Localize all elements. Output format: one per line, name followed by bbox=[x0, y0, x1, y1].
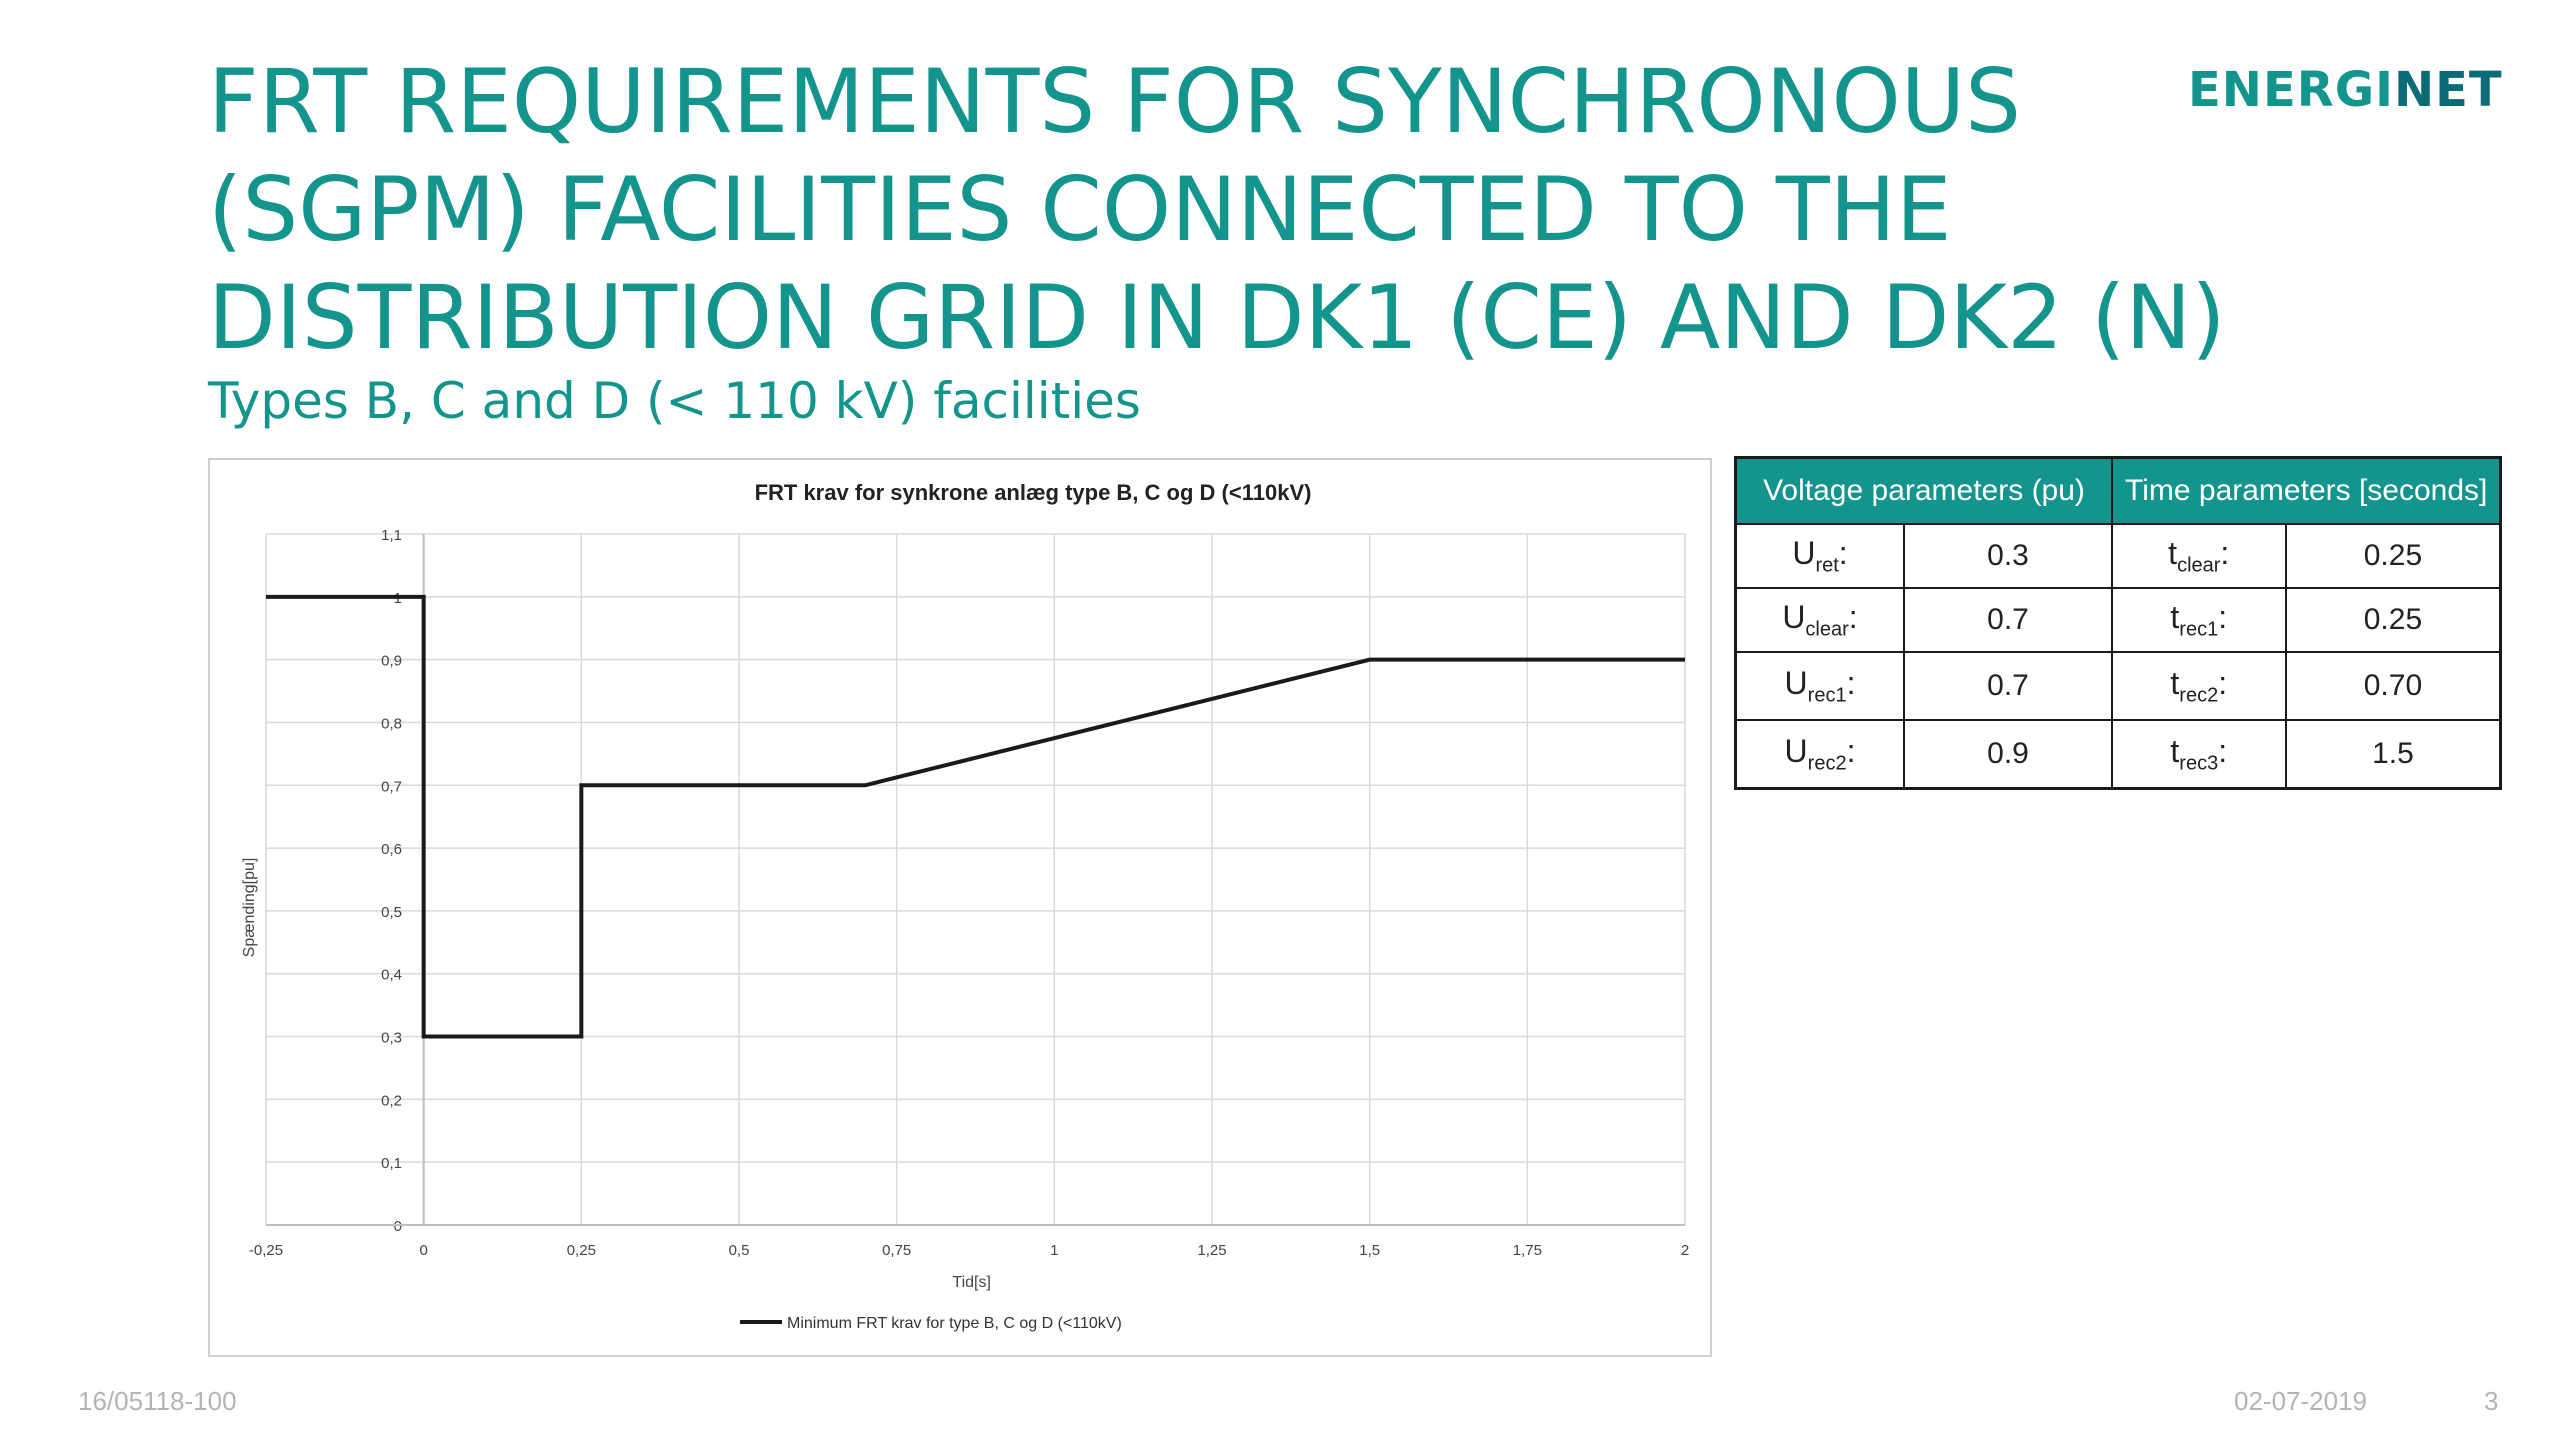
logo-text-part2: NET bbox=[2393, 62, 2503, 118]
voltage-symbol-subscript: rec1 bbox=[1807, 684, 1847, 707]
footer-page-number: 3 bbox=[2484, 1386, 2499, 1416]
parameter-table-header: Voltage parameters (pu) Time parameters … bbox=[1734, 456, 2502, 525]
time-symbol: t bbox=[2168, 534, 2178, 571]
voltage-symbol-subscript: clear bbox=[1805, 618, 1849, 641]
voltage-value: 0.9 bbox=[1903, 719, 2113, 790]
y-tick-label: 0,9 bbox=[381, 653, 402, 670]
time-symbol-subscript: rec1 bbox=[2179, 618, 2219, 641]
voltage-value: 0.3 bbox=[1903, 523, 2113, 589]
y-tick-label: 0,6 bbox=[381, 841, 402, 858]
x-tick-label: 2 bbox=[1681, 1242, 1689, 1259]
slide-title: FRT REQUIREMENTS FOR SYNCHRONOUS (SGPM) … bbox=[208, 48, 2226, 372]
colon: : bbox=[1846, 732, 1856, 769]
colon: : bbox=[1838, 534, 1848, 571]
slide-title-line-1: FRT REQUIREMENTS FOR SYNCHRONOUS bbox=[208, 50, 2021, 153]
x-tick-label: 0,25 bbox=[567, 1242, 596, 1259]
x-tick-label: -0,25 bbox=[249, 1242, 283, 1259]
colon: : bbox=[2218, 732, 2228, 769]
time-symbol-subscript: rec3 bbox=[2179, 752, 2219, 775]
time-value: 1.5 bbox=[2284, 719, 2502, 790]
slide-subtitle: Types B, C and D (< 110 kV) facilities bbox=[208, 372, 1141, 430]
x-tick-label: 1,25 bbox=[1197, 1242, 1226, 1259]
time-symbol-cell: trec1: bbox=[2111, 587, 2287, 653]
x-tick-label: 1,5 bbox=[1359, 1242, 1380, 1259]
voltage-symbol-cell: Uret: bbox=[1734, 523, 1905, 589]
colon: : bbox=[2220, 534, 2230, 571]
colon: : bbox=[1848, 598, 1858, 635]
voltage-symbol-cell: Urec1: bbox=[1734, 651, 1905, 721]
time-symbol-cell: trec3: bbox=[2111, 719, 2287, 790]
time-symbol-cell: tclear: bbox=[2111, 523, 2287, 589]
voltage-symbol-cell: Urec2: bbox=[1734, 719, 1905, 790]
time-symbol: t bbox=[2170, 732, 2180, 769]
frt-chart-svg: FRT krav for synkrone anlæg type B, C og… bbox=[241, 480, 1689, 1332]
time-symbol-cell: trec2: bbox=[2111, 651, 2287, 721]
legend-label: Minimum FRT krav for type B, C og D (<11… bbox=[787, 1315, 1122, 1332]
colon: : bbox=[2218, 598, 2228, 635]
y-tick-label: 0 bbox=[394, 1218, 402, 1235]
time-symbol: t bbox=[2170, 664, 2180, 701]
x-tick-label: 0,75 bbox=[882, 1242, 911, 1259]
voltage-symbol: U bbox=[1782, 598, 1806, 635]
time-value: 0.25 bbox=[2284, 523, 2502, 589]
energinet-logo: ENERGINET bbox=[2188, 62, 2503, 118]
footer-document-id: 16/05118-100 bbox=[78, 1386, 237, 1416]
y-tick-label: 0,1 bbox=[381, 1155, 402, 1172]
y-tick-label: 0,3 bbox=[381, 1030, 402, 1047]
time-symbol-subscript: rec2 bbox=[2179, 684, 2219, 707]
table-row: Uclear: 0.7 trec1: 0.25 bbox=[1734, 587, 2502, 653]
y-tick-label: 0,2 bbox=[381, 1092, 402, 1109]
voltage-symbol: U bbox=[1784, 664, 1808, 701]
frt-chart: FRT krav for synkrone anlæg type B, C og… bbox=[208, 458, 1712, 1357]
x-tick-label: 0 bbox=[419, 1242, 427, 1259]
footer-date: 02-07-2019 bbox=[2234, 1386, 2367, 1416]
voltage-symbol-subscript: rec2 bbox=[1807, 752, 1847, 775]
time-symbol-subscript: clear bbox=[2177, 554, 2221, 577]
voltage-symbol: U bbox=[1784, 732, 1808, 769]
colon: : bbox=[1846, 664, 1856, 701]
voltage-symbol-subscript: ret bbox=[1815, 554, 1839, 577]
y-tick-label: 0,5 bbox=[381, 904, 402, 921]
colon: : bbox=[2218, 664, 2228, 701]
logo-text-part1: ENERGI bbox=[2188, 62, 2394, 118]
time-symbol: t bbox=[2170, 598, 2180, 635]
x-tick-label: 1 bbox=[1050, 1242, 1058, 1259]
slide-title-line-3: DISTRIBUTION GRID IN DK1 (CE) AND DK2 (N… bbox=[208, 266, 2226, 369]
voltage-symbol-cell: Uclear: bbox=[1734, 587, 1905, 653]
y-tick-label: 0,8 bbox=[381, 715, 402, 732]
slide-title-line-2: (SGPM) FACILITIES CONNECTED TO THE bbox=[208, 158, 1952, 261]
y-axis-label: Spænding[pu] bbox=[241, 858, 258, 958]
chart-title: FRT krav for synkrone anlæg type B, C og… bbox=[755, 480, 1312, 505]
table-row: Urec1: 0.7 trec2: 0.70 bbox=[1734, 651, 2502, 721]
table-row: Urec2: 0.9 trec3: 1.5 bbox=[1734, 719, 2502, 790]
time-value: 0.70 bbox=[2284, 651, 2502, 721]
y-tick-label: 1,1 bbox=[381, 527, 402, 544]
x-tick-label: 0,5 bbox=[729, 1242, 750, 1259]
voltage-value: 0.7 bbox=[1903, 651, 2113, 721]
y-tick-label: 0,4 bbox=[381, 967, 402, 984]
series-line bbox=[266, 594, 1685, 1039]
table-row: Uret: 0.3 tclear: 0.25 bbox=[1734, 523, 2502, 589]
voltage-value: 0.7 bbox=[1903, 587, 2113, 653]
voltage-parameters-header: Voltage parameters (pu) bbox=[1734, 456, 2113, 525]
time-value: 0.25 bbox=[2284, 587, 2502, 653]
y-tick-label: 0,7 bbox=[381, 778, 402, 795]
x-tick-label: 1,75 bbox=[1513, 1242, 1542, 1259]
time-parameters-header: Time parameters [seconds] bbox=[2111, 456, 2502, 525]
voltage-symbol: U bbox=[1792, 534, 1816, 571]
x-axis-label: Tid[s] bbox=[952, 1274, 991, 1291]
parameter-table: Voltage parameters (pu) Time parameters … bbox=[1734, 456, 2503, 790]
